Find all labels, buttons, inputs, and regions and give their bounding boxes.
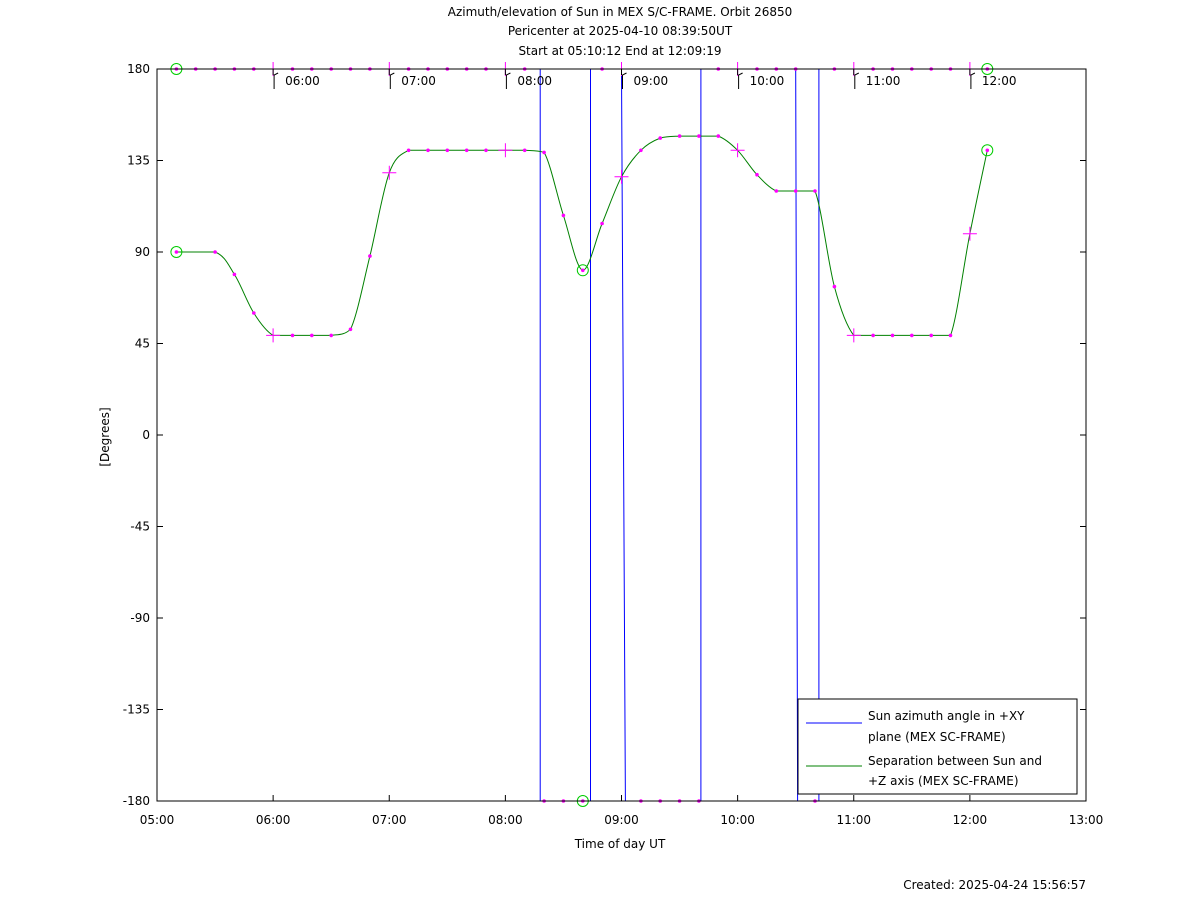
created-timestamp: Created: 2025-04-24 15:56:57 (903, 878, 1086, 892)
separation-marker (871, 333, 875, 338)
x-tick-label: 12:00 (953, 813, 988, 827)
x-tick-label: 05:00 (140, 813, 175, 827)
separation-marker (213, 250, 217, 254)
separation-marker (813, 189, 817, 193)
separation-marker (614, 169, 629, 184)
x-tick-label: 06:00 (256, 813, 291, 827)
y-tick-label: 135 (127, 154, 150, 168)
hour-marker-tick (854, 72, 860, 89)
separation-marker (174, 250, 179, 254)
separation-marker (658, 136, 662, 140)
separation-marker (561, 213, 566, 218)
separation-marker (985, 148, 990, 153)
tick-layer (156, 68, 1087, 802)
separation-marker (962, 226, 977, 241)
x-tick-label: 07:00 (372, 813, 407, 827)
endpoint-circle-marker (981, 144, 994, 157)
legend-label-azimuth-line-2: plane (MEX SC-FRAME) (868, 730, 1006, 744)
hour-marker-label: 11:00 (866, 74, 901, 88)
separation-marker (329, 333, 334, 338)
series-line-azimuth (176, 68, 988, 802)
legend-label-separation-line-1: Separation between Sun and (868, 754, 1042, 768)
hour-marker-tick (738, 72, 743, 89)
endpoint-circle-marker (576, 264, 589, 277)
tick-label-layer: 05:00 06:00 07:00 08:00 09:00 10:00 11:00 12:00… (123, 62, 1104, 827)
separation-marker (368, 254, 372, 258)
separation-marker (832, 284, 837, 289)
x-tick-label: 08:00 (488, 813, 523, 827)
y-tick-label: -135 (123, 703, 150, 717)
y-tick-label: 0 (142, 428, 150, 442)
separation-marker (948, 333, 953, 338)
separation-marker (542, 150, 546, 155)
separation-marker (252, 311, 256, 315)
separation-marker (774, 189, 779, 193)
separation-marker (846, 328, 861, 343)
separation-marker (639, 148, 643, 153)
separation-marker (232, 272, 237, 277)
separation-marker (793, 189, 798, 193)
separation-marker (348, 327, 353, 332)
x-tick-label: 13:00 (1069, 813, 1104, 827)
title-line-3: Start at 05:10:12 End at 12:09:19 (518, 44, 721, 58)
legend-box (797, 698, 1078, 795)
series-layer (176, 68, 988, 802)
series-line-separation (176, 135, 988, 336)
separation-marker (890, 333, 895, 338)
x-tick-label: 10:00 (720, 813, 755, 827)
hour-marker-label: 10:00 (750, 74, 785, 88)
hour-marker-label: 08:00 (517, 74, 552, 88)
separation-marker (290, 333, 295, 338)
marker-layer (170, 62, 994, 807)
separation-marker (581, 268, 585, 273)
x-axis-label: Time of day UT (574, 837, 666, 851)
hour-marker-tick (622, 72, 627, 89)
legend-label-separation-line-2: +Z axis (MEX SC-FRAME) (868, 774, 1019, 788)
y-axis-label: [Degrees] (98, 407, 112, 466)
legend: Sun azimuth angle in +XY plane (MEX SC-F… (797, 698, 1078, 795)
separation-marker (730, 143, 745, 158)
endpoint-circle-marker (170, 246, 183, 258)
hour-marker-label: 06:00 (285, 74, 320, 88)
separation-marker (426, 148, 430, 153)
separation-marker (600, 221, 604, 226)
hour-marker-label: 09:00 (634, 74, 669, 88)
separation-marker (266, 328, 281, 343)
separation-marker (484, 148, 488, 153)
hour-marker-label: 12:00 (982, 74, 1017, 88)
separation-marker (929, 333, 933, 338)
hour-marker-tick (505, 72, 511, 89)
separation-marker (910, 333, 914, 338)
title-line-2: Pericenter at 2025-04-10 08:39:50UT (508, 24, 733, 38)
separation-marker (755, 172, 759, 177)
hour-marker-tick (273, 72, 279, 89)
x-tick-label: 11:00 (836, 813, 871, 827)
separation-marker (382, 165, 397, 180)
y-tick-label: -180 (123, 794, 150, 808)
hour-marker-label: 07:00 (401, 74, 436, 88)
separation-marker (310, 333, 314, 338)
separation-marker (677, 134, 682, 138)
title-line-1: Azimuth/elevation of Sun in MEX S/C-FRAM… (448, 5, 793, 19)
y-tick-label: 90 (135, 245, 150, 259)
hour-marker-tick (970, 72, 976, 89)
separation-marker (498, 143, 513, 158)
separation-marker (522, 148, 527, 153)
hour-marker-tick (389, 72, 395, 89)
legend-label-azimuth-line-1: Sun azimuth angle in +XY (868, 709, 1025, 723)
separation-marker (464, 148, 469, 153)
hour-marker-layer: 06:00 07:00 08:00 09:00 10:00 11:00 12:00 (273, 72, 1017, 89)
separation-marker (697, 134, 701, 138)
y-tick-label: -90 (130, 611, 150, 625)
y-tick-label: 180 (127, 62, 150, 76)
separation-marker (445, 148, 450, 153)
x-tick-label: 09:00 (604, 813, 639, 827)
y-tick-label: 45 (135, 337, 150, 351)
y-tick-label: -45 (130, 520, 150, 534)
chart-title: Azimuth/elevation of Sun in MEX S/C-FRAM… (448, 5, 793, 58)
separation-marker (406, 148, 411, 153)
separation-marker (716, 134, 721, 138)
